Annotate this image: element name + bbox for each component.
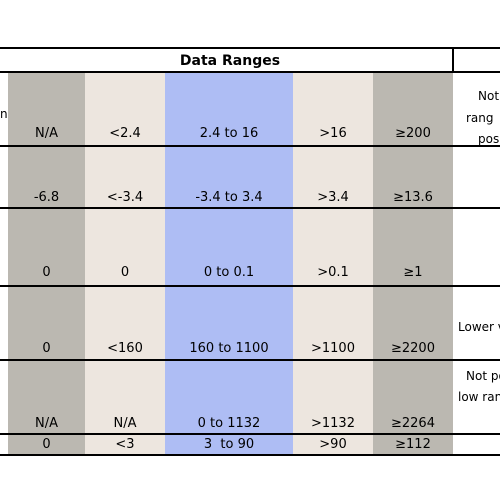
row3-col4: >0.1 [317,265,349,280]
row4-col1: 0 [42,341,51,356]
row3-col5: ≥1 [403,265,423,280]
row3-col2: 0 [120,265,130,280]
rule-row-5 [0,433,500,435]
column-fill-1 [8,72,85,455]
row5-col3: 0 to 1132 [197,416,261,431]
note-row5-line2: low ran [458,390,500,404]
column-fill-4 [293,72,373,455]
row2-col2: <-3.4 [106,190,144,205]
row4-col4: >1100 [311,341,355,356]
column-fill-3 [165,72,293,455]
row1-col2: <2.4 [109,126,141,141]
note-row1-line2: rang [466,111,494,125]
row4-col3: 160 to 1100 [189,341,269,356]
row4-col5: ≥2200 [391,341,435,356]
row-label-fragment: n [0,107,8,121]
row5-col1: N/A [35,416,58,431]
column-fill-5 [373,72,453,455]
row2-col4: >3.4 [317,190,349,205]
rule-row-2 [0,207,500,209]
column-fill-2 [85,72,165,455]
note-row1-line1: Not [478,89,500,103]
row6-col1: 0 [42,437,51,452]
row6-col5: ≥112 [395,437,431,452]
row1-col5: ≥200 [395,126,431,141]
row5-col4: >1132 [311,416,355,431]
rule-row-3 [0,285,500,287]
row6-col4: >90 [319,437,347,452]
row2-col1: -6.8 [33,190,60,205]
row6-col3: 3 to 90 [203,437,255,452]
row3-col1: 0 [42,265,51,280]
rule-row-4 [0,359,500,361]
row1-col3: 2.4 to 16 [199,126,259,141]
rule-row-1 [0,145,500,147]
table-title: Data Ranges [179,53,281,69]
note-row5-line1: Not po [466,369,500,383]
rule-top [0,47,500,49]
row5-col2: N/A [113,416,137,431]
row2-col3: -3.4 to 3.4 [195,190,263,205]
rule-header [0,71,500,73]
note-row1-line3: pos [478,132,500,146]
row1-col4: >16 [319,126,347,141]
row3-col3: 0 to 0.1 [203,265,255,280]
note-row4-line1: Lower v [458,320,500,334]
header-divider [452,48,454,72]
row2-col5: ≥13.6 [393,190,433,205]
row5-col5: ≥2264 [391,416,435,431]
row4-col2: <160 [107,341,143,356]
rule-bottom [0,454,500,456]
row6-col2: <3 [115,437,135,452]
row1-col1: N/A [35,126,58,141]
